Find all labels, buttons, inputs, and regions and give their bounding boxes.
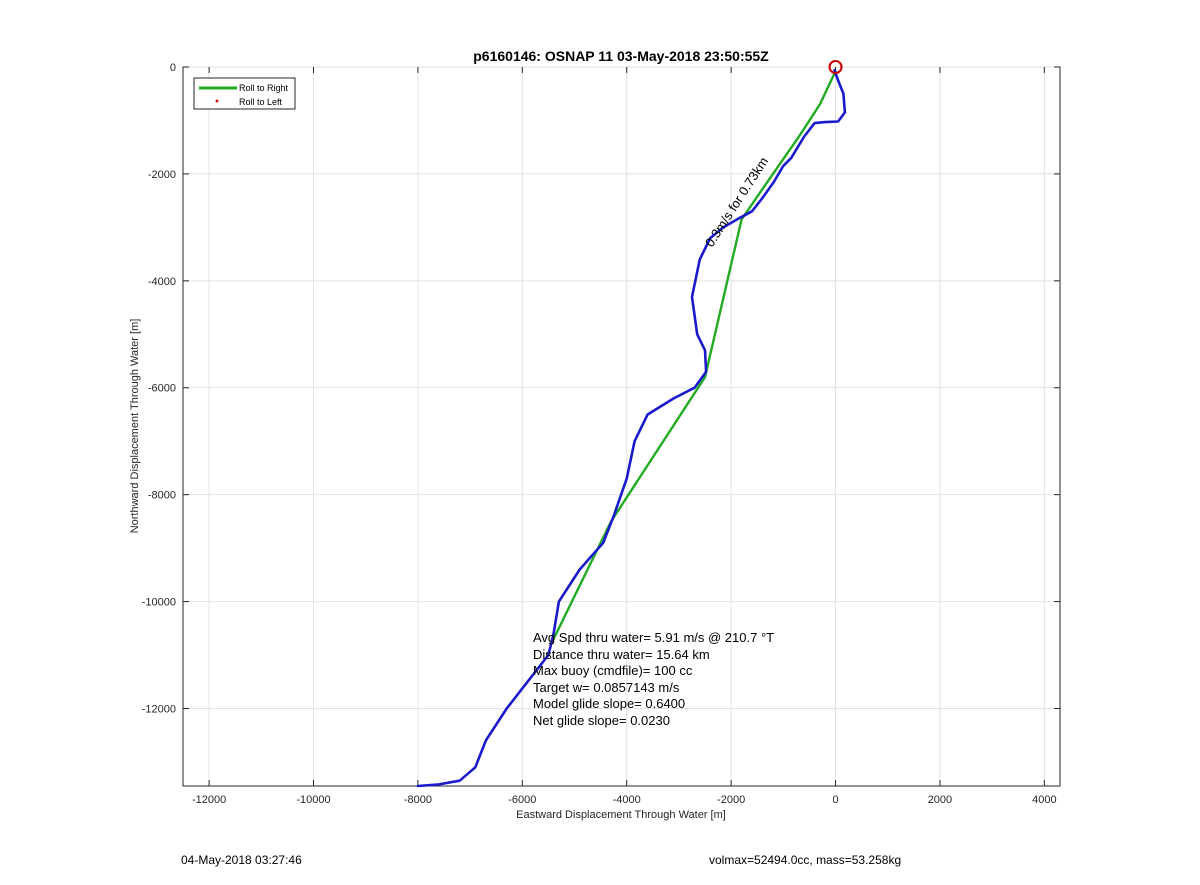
x-tick-label: 4000 xyxy=(1032,794,1056,806)
x-tick-label: -10000 xyxy=(296,794,330,806)
stats-line-model-glide: Model glide slope= 0.6400 xyxy=(533,696,685,711)
start-marker-layer xyxy=(828,60,843,74)
x-tick-label: -4000 xyxy=(613,794,641,806)
x-tick-label: -8000 xyxy=(404,794,432,806)
legend-swatch-roll-left xyxy=(215,99,219,103)
chart-title: p6160146: OSNAP 11 03-May-2018 23:50:55Z xyxy=(473,48,769,64)
legend: Roll to Right Roll to Left xyxy=(193,77,296,110)
legend-label-roll-left: Roll to Left xyxy=(239,97,283,107)
series-layer xyxy=(416,68,847,788)
x-tick-label: -2000 xyxy=(717,794,745,806)
stats-line-distance: Distance thru water= 15.64 km xyxy=(533,647,710,662)
legend-label-roll-right: Roll to Right xyxy=(239,83,289,93)
y-tick-label: -4000 xyxy=(148,276,176,288)
footer-timestamp: 04-May-2018 03:27:46 xyxy=(181,853,302,867)
plot-area xyxy=(182,66,1061,787)
stats-annotation: Avg Spd thru water= 5.91 m/s @ 210.7 °T … xyxy=(533,630,774,728)
start-position-marker xyxy=(828,60,843,74)
axis-ticks xyxy=(183,66,1060,786)
series-roll-to-right xyxy=(552,70,837,641)
x-axis-tick-labels: -12000 -10000 -8000 -6000 -4000 -2000 0 2000 400… xyxy=(192,794,1057,806)
y-axis-tick-labels: 0 -2000 -4000 -6000 -8000 -10000 -12000 xyxy=(142,62,176,715)
y-tick-label: -8000 xyxy=(148,490,176,502)
y-tick-label: -10000 xyxy=(142,597,176,609)
y-tick-label: 0 xyxy=(170,62,176,74)
x-tick-label: 2000 xyxy=(928,794,952,806)
legend-box xyxy=(193,77,296,110)
x-tick-label: -12000 xyxy=(192,794,226,806)
y-tick-label: -12000 xyxy=(142,703,176,715)
stats-line-net-glide: Net glide slope= 0.0230 xyxy=(533,713,670,728)
series-glide-track xyxy=(416,68,847,788)
footer-vehicle-info: volmax=52494.0cc, mass=53.258kg xyxy=(709,853,902,867)
stats-line-avg-speed: Avg Spd thru water= 5.91 m/s @ 210.7 °T xyxy=(533,630,774,645)
x-tick-label: 0 xyxy=(832,794,838,806)
y-tick-label: -2000 xyxy=(148,169,176,181)
y-axis-label: Northward Displacement Through Water [m] xyxy=(129,319,141,534)
x-tick-label: -6000 xyxy=(508,794,536,806)
stats-line-max-buoy: Max buoy (cmdfile)= 100 cc xyxy=(533,663,693,678)
stats-line-target-w: Target w= 0.0857143 m/s xyxy=(533,680,680,695)
x-axis-label: Eastward Displacement Through Water [m] xyxy=(516,809,726,821)
y-tick-label: -6000 xyxy=(148,383,176,395)
